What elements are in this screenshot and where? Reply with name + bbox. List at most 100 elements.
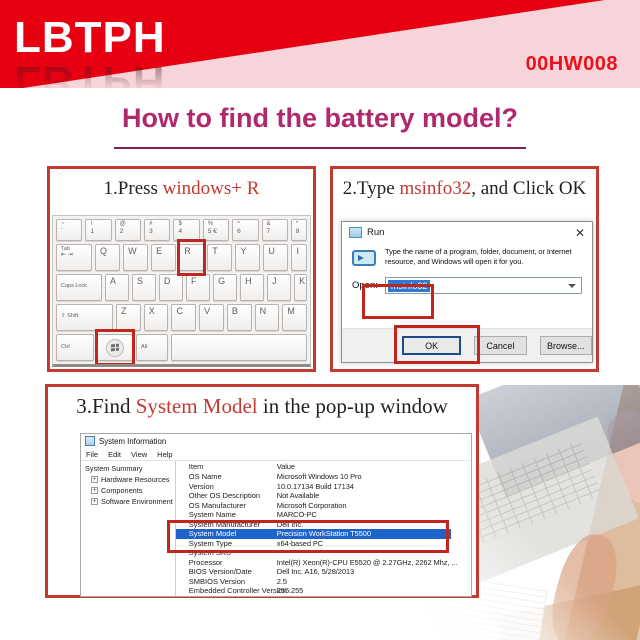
sysinfo-row[interactable]: System Manufacturer Dell Inc. <box>176 520 471 530</box>
key-number-label: 6 <box>237 228 241 235</box>
sysinfo-tree-pane: System Summary + Hardware Resources + Compo… <box>81 461 176 596</box>
key-symbol-label: $ <box>178 221 182 227</box>
tree-item-software-environment[interactable]: + Software Environment <box>85 496 173 507</box>
close-icon[interactable]: ✕ <box>574 225 585 240</box>
key-7[interactable]: & 7 <box>261 219 288 241</box>
sysinfo-row[interactable]: Processor Intel(R) Xeon(R)-CPU E5520 @ 2.… <box>176 558 471 568</box>
key-w[interactable]: W <box>123 244 149 271</box>
key-q[interactable]: Q <box>95 244 121 271</box>
key-h[interactable]: H <box>240 274 265 301</box>
sysinfo-row[interactable]: System Name MARCO-PC <box>176 510 471 520</box>
sysinfo-titlebar[interactable]: System Information <box>81 434 471 448</box>
step1-prefix: 1.Press <box>103 178 163 199</box>
sysinfo-row[interactable]: Embedded Controller Version255.255 <box>176 586 471 596</box>
step3-title: 3.Find System Model in the pop-up window <box>48 394 476 419</box>
key-v[interactable]: V <box>199 304 224 331</box>
menu-help[interactable]: Help <box>157 449 173 459</box>
key-r[interactable]: R <box>177 239 207 276</box>
run-dialog-footer: OK Cancel Browse... <box>342 328 593 362</box>
key-5[interactable]: % 5 € <box>202 219 230 241</box>
key-3[interactable]: #3 <box>144 219 171 241</box>
key-s[interactable]: S <box>132 274 157 301</box>
sysinfo-menubar: File Edit View Help <box>81 448 471 461</box>
key-d[interactable]: D <box>159 274 184 301</box>
sysinfo-row[interactable]: Version 10.0.17134 Build 17134 <box>176 482 471 492</box>
key-t[interactable]: T <box>207 244 233 271</box>
key-k[interactable]: K <box>294 274 307 301</box>
key-j[interactable]: J <box>267 274 292 301</box>
logo-reflection: LBTPH <box>14 57 166 106</box>
key-f[interactable]: F <box>186 274 211 301</box>
key-ctrl[interactable]: Ctrl <box>56 334 94 361</box>
sysinfo-value-cell: 2.5 <box>276 576 287 586</box>
key-1[interactable]: ! 1 <box>85 219 112 241</box>
key-number-label: 3 <box>149 228 153 235</box>
key-m[interactable]: M <box>282 304 308 331</box>
cancel-button[interactable]: Cancel <box>474 336 527 355</box>
sysinfo-row[interactable]: OS Manufacturer Microsoft Corporation <box>176 501 471 511</box>
ok-button[interactable]: OK <box>402 336 462 355</box>
key-alt[interactable]: Alt <box>136 334 168 361</box>
expand-plus-icon[interactable]: + <box>91 487 98 494</box>
sysinfo-value-cell: Dell Inc. A16, 5/28/2013 <box>276 567 355 576</box>
expand-plus-icon[interactable]: + <box>91 476 98 483</box>
step2-box: 2.Type msinfo32, and Click OK Run ✕ Type… <box>330 166 599 372</box>
key-e[interactable]: E <box>151 244 177 271</box>
sysinfo-value-cell: Intel(R) Xeon(R)-CPU E5520 @ 2.27GHz, 22… <box>276 557 458 567</box>
key-symbol-label: * <box>295 221 299 227</box>
keyboard-row-bottom: ⇧ Shift Z X C V B N M <box>56 304 308 331</box>
sysinfo-row[interactable]: OS Name Microsoft Windows 10 Pro <box>176 472 471 482</box>
keyboard: ~ `! 1 @2 #3 $4% 5 € ^ 6 & 7 * 8 Tab ⇤ ⇥ Q W E R T Y U I Caps L… <box>52 215 311 367</box>
dropdown-chevron-icon[interactable] <box>568 283 576 288</box>
tab-arrows-icon: ⇤ ⇥ <box>61 252 73 258</box>
run-dialog-titlebar[interactable]: Run ✕ <box>342 222 592 243</box>
sysinfo-row[interactable]: System Type x64-based PC <box>176 539 471 549</box>
key-b[interactable]: B <box>226 304 252 331</box>
key-tab[interactable]: Tab ⇤ ⇥ <box>56 244 92 271</box>
sysinfo-item-cell: Processor <box>188 557 223 567</box>
key-u[interactable]: U <box>263 244 289 271</box>
key-c[interactable]: C <box>171 304 197 331</box>
sysinfo-row[interactable]: BIOS ModeLegacy <box>176 596 471 597</box>
key-a[interactable]: A <box>105 274 130 301</box>
tree-item-hardware-resources[interactable]: + Hardware Resources <box>85 474 173 485</box>
key-8[interactable]: * 8 <box>290 219 308 241</box>
sysinfo-row[interactable]: SMBIOS Version 2.5 <box>176 577 471 587</box>
sysinfo-row[interactable]: BIOS Version/Date Dell Inc. A16, 5/28/201… <box>176 567 471 577</box>
run-dialog-body: Type the name of a program, folder, docu… <box>342 243 592 267</box>
key-2[interactable]: @2 <box>114 219 142 241</box>
tree-item-system-summary[interactable]: System Summary <box>85 464 143 473</box>
key-z[interactable]: Z <box>116 304 141 331</box>
menu-file[interactable]: File <box>86 449 99 459</box>
windows-logo-icon <box>106 338 124 357</box>
menu-view[interactable]: View <box>131 449 148 459</box>
browse-button[interactable]: Browse... <box>539 336 593 355</box>
key-shift[interactable]: ⇧ Shift <box>56 304 113 331</box>
keyboard-number-row: ~ `! 1 @2 #3 $4% 5 € ^ 6 & 7 * 8 <box>56 219 308 241</box>
tree-item-label: Hardware Resources <box>101 475 170 484</box>
sysinfo-item-cell: OS Name <box>188 472 222 481</box>
key-number-label: 7 <box>266 228 271 235</box>
key-x[interactable]: X <box>143 304 169 331</box>
expand-plus-icon[interactable]: + <box>91 498 98 505</box>
sysinfo-value-cell: Dell Inc. <box>276 519 303 529</box>
key-n[interactable]: N <box>254 304 280 331</box>
step3-box: 3.Find System Model in the pop-up window… <box>45 384 479 598</box>
sysinfo-item-cell: OS Manufacturer <box>188 500 246 510</box>
key-symbol-label: ^ <box>237 221 240 227</box>
menu-edit[interactable]: Edit <box>108 449 122 459</box>
key-6[interactable]: ^ 6 <box>232 219 259 241</box>
sysinfo-row[interactable]: System Model Precision WorkStation T5500 <box>175 529 451 539</box>
key-4[interactable]: $4 <box>173 219 200 241</box>
key-caps-lock[interactable]: Caps Lock <box>56 274 102 301</box>
sysinfo-value-cell: Precision WorkStation T5500 <box>276 529 371 538</box>
step2-prefix: 2.Type <box>342 178 400 199</box>
key-windows[interactable] <box>95 329 135 364</box>
key-g[interactable]: G <box>213 274 238 301</box>
key-spacebar[interactable] <box>171 334 307 361</box>
key-y[interactable]: Y <box>235 244 261 271</box>
tree-item-components[interactable]: + Components <box>85 485 173 496</box>
key-[interactable]: ~ ` <box>56 219 83 241</box>
key-i[interactable]: I <box>291 244 307 271</box>
sysinfo-row[interactable]: Other OS Description Not Available <box>176 491 471 501</box>
